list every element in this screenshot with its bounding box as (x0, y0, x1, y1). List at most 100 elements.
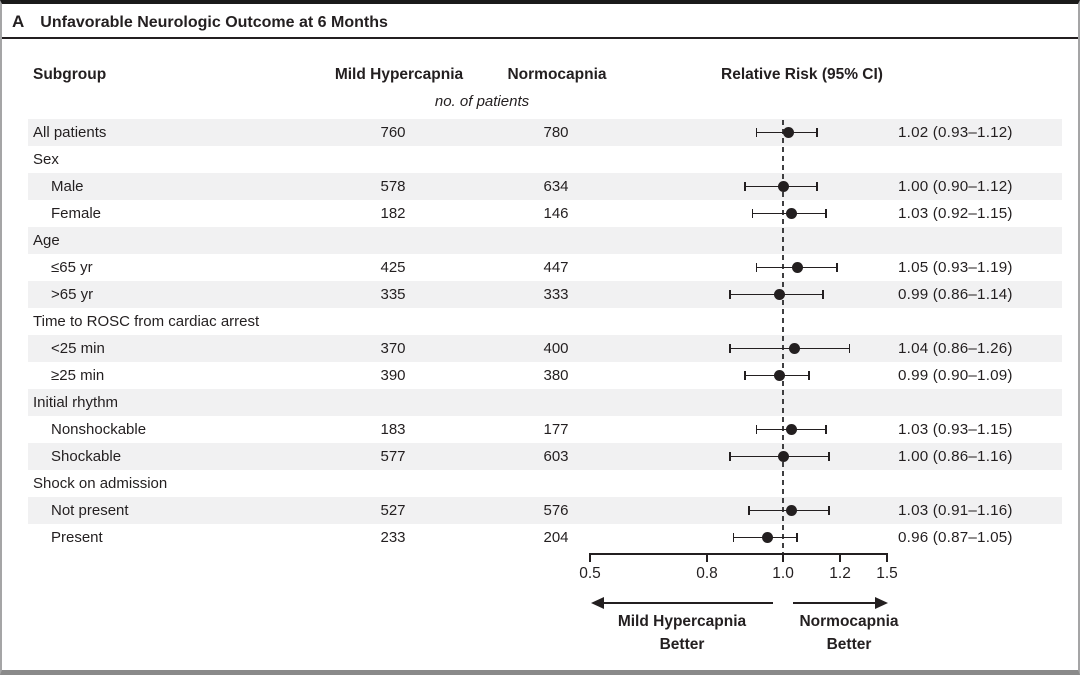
axis-tick (839, 553, 841, 562)
mild-hypercapnia-count: 183 (380, 421, 406, 438)
ci-cap-high (796, 533, 799, 542)
table-row: >65 yr 335 333 0.99 (0.86–1.14) (2, 281, 1078, 308)
group-header-label: Shock on admission (33, 475, 168, 492)
table-row: Time to ROSC from cardiac arrest (2, 308, 1078, 335)
ci-cap-low (728, 290, 731, 299)
right-arrowhead-icon (875, 597, 888, 609)
ci-value: 1.03 (0.93–1.15) (898, 421, 1013, 438)
row-shade (28, 173, 1062, 200)
normocapnia-count: 576 (543, 502, 569, 519)
point-estimate-dot (773, 289, 785, 300)
point-estimate-dot (786, 505, 798, 516)
figure-title-text: Unfavorable Neurologic Outcome at 6 Mont… (40, 14, 388, 31)
ci-value: 1.03 (0.91–1.16) (898, 502, 1013, 519)
normocapnia-count: 380 (543, 367, 569, 384)
mild-hypercapnia-count: 390 (380, 367, 406, 384)
mild-hypercapnia-count: 527 (380, 502, 406, 519)
row-label: Present (51, 529, 103, 546)
table-row: <25 min 370 400 1.04 (0.86–1.26) (2, 335, 1078, 362)
table-row: Sex (2, 146, 1078, 173)
row-label: Female (51, 205, 102, 222)
axis-line (590, 553, 887, 555)
axis-tick (589, 553, 591, 562)
normocapnia-count: 603 (543, 448, 569, 465)
ci-cap-low (747, 506, 750, 515)
ci-cap-low (728, 344, 731, 353)
axis-tick (886, 553, 888, 562)
left-arrowhead-icon (591, 597, 604, 609)
ci-cap-high (822, 290, 824, 299)
column-header-subgroup: Subgroup (33, 66, 107, 83)
point-estimate-dot (786, 424, 798, 435)
row-label: Nonshockable (51, 421, 147, 438)
table-row: Age (2, 227, 1078, 254)
left-direction-label-line1: Mild Hypercapnia (617, 613, 747, 630)
left-arrow-shaft (601, 602, 773, 604)
table-row: Shockable 577 603 1.00 (0.86–1.16) (2, 443, 1078, 470)
subgroup-table: All patients 760 780 1.02 (0.93–1.12) Sex Mal… (2, 119, 1078, 551)
group-header-label: Time to ROSC from cardiac arrest (33, 313, 260, 330)
table-row: Shock on admission (2, 470, 1078, 497)
ci-cap-low (755, 425, 758, 434)
group-header-label: Sex (33, 151, 59, 168)
mild-hypercapnia-count: 577 (380, 448, 406, 465)
mild-hypercapnia-count: 370 (380, 340, 406, 357)
row-label: ≤65 yr (51, 259, 93, 276)
left-direction-label-line2: Better (659, 636, 705, 653)
row-label: Shockable (51, 448, 122, 465)
normocapnia-count: 447 (543, 259, 569, 276)
table-row: ≤65 yr 425 447 1.05 (0.93–1.19) (2, 254, 1078, 281)
right-arrow (793, 597, 888, 609)
normocapnia-count: 634 (543, 178, 569, 195)
column-header-mild-hypercapnia: Mild Hypercapnia (334, 66, 464, 83)
table-row: Present 233 204 0.96 (0.87–1.05) (2, 524, 1078, 551)
ci-cap-high (807, 371, 810, 380)
row-shade (28, 497, 1062, 524)
ci-cap-high (848, 344, 851, 353)
ci-value: 1.02 (0.93–1.12) (898, 124, 1013, 141)
point-estimate-dot (791, 262, 803, 273)
ci-cap-low (744, 182, 746, 191)
mild-hypercapnia-count: 578 (380, 178, 406, 195)
normocapnia-count: 204 (543, 529, 569, 546)
axis-tick-label: 1.5 (876, 565, 898, 582)
point-estimate-dot (786, 208, 798, 219)
row-shade (28, 119, 1062, 146)
row-label: All patients (33, 124, 107, 141)
left-direction-label: Mild Hypercapnia Better (562, 610, 802, 656)
row-label: Male (51, 178, 84, 195)
ci-value: 1.04 (0.86–1.26) (898, 340, 1013, 357)
table-row: Nonshockable 183 177 1.03 (0.93–1.15) (2, 416, 1078, 443)
row-label: Not present (51, 502, 129, 519)
figure-title: A Unfavorable Neurologic Outcome at 6 Mon… (12, 12, 388, 32)
point-estimate-dot (783, 127, 795, 138)
ci-value: 1.03 (0.92–1.15) (898, 205, 1013, 222)
right-direction-label-line2: Better (826, 636, 872, 653)
ci-cap-high (824, 209, 827, 218)
right-arrow-shaft (793, 602, 878, 604)
row-label: >65 yr (51, 286, 94, 303)
table-row: Initial rhythm (2, 389, 1078, 416)
axis-tick-label: 0.5 (579, 565, 601, 582)
table-row: Female 182 146 1.03 (0.92–1.15) (2, 200, 1078, 227)
normocapnia-count: 177 (543, 421, 569, 438)
normocapnia-count: 146 (543, 205, 569, 222)
ci-value: 0.99 (0.86–1.14) (898, 286, 1013, 303)
point-estimate-dot (762, 532, 774, 543)
normocapnia-count: 400 (543, 340, 569, 357)
left-arrow (591, 597, 773, 609)
ci-value: 0.99 (0.90–1.09) (898, 367, 1013, 384)
ci-value: 1.00 (0.86–1.16) (898, 448, 1013, 465)
column-header-relative-risk: Relative Risk (95% CI) (721, 66, 883, 83)
group-header-label: Age (33, 232, 60, 249)
mild-hypercapnia-count: 182 (380, 205, 406, 222)
axis-tick-label: 1.2 (829, 565, 851, 582)
axis-tick (782, 553, 784, 562)
table-row: ≥25 min 390 380 0.99 (0.90–1.09) (2, 362, 1078, 389)
axis-tick (706, 553, 708, 562)
row-shade (28, 443, 1062, 470)
normocapnia-count: 780 (543, 124, 569, 141)
row-label: ≥25 min (51, 367, 105, 384)
panel-letter: A (12, 12, 25, 31)
mild-hypercapnia-count: 425 (380, 259, 406, 276)
